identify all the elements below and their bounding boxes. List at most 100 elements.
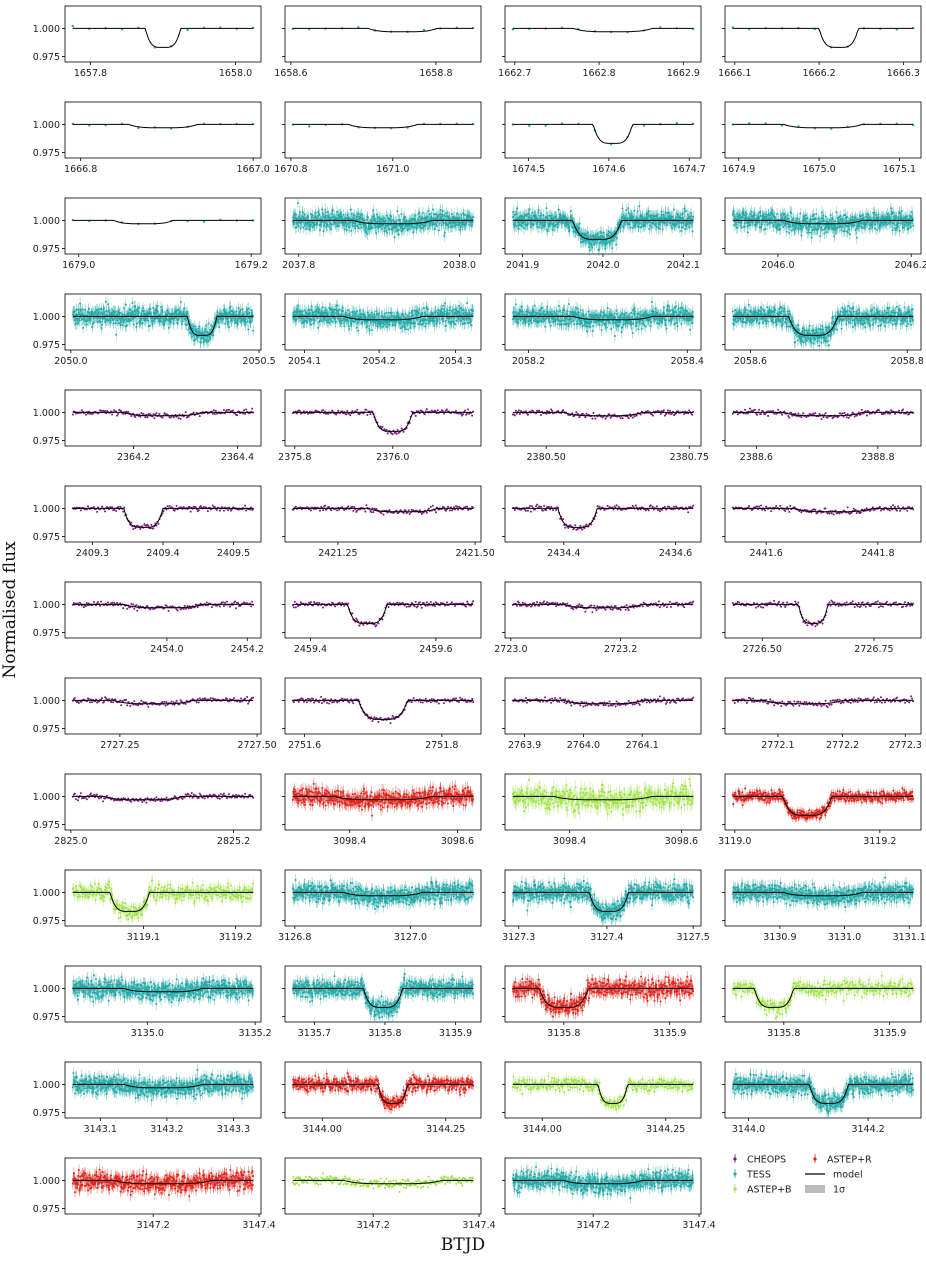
data-point — [244, 318, 247, 321]
data-point — [615, 243, 618, 246]
data-point — [568, 230, 571, 233]
data-point — [789, 223, 792, 226]
data-point — [431, 208, 434, 211]
data-point — [531, 211, 534, 214]
data-point — [512, 210, 515, 213]
data-point — [861, 226, 864, 229]
data-point — [743, 225, 746, 228]
data-point — [750, 210, 753, 213]
data-point — [349, 208, 352, 211]
data-point — [900, 209, 903, 212]
data-point — [207, 322, 210, 325]
data-point — [873, 211, 876, 214]
data-point — [832, 228, 835, 231]
y-tick-label: 1.000 — [33, 120, 60, 131]
data-point — [76, 313, 79, 316]
data-point — [393, 236, 396, 239]
x-tick-label: 2041.9 — [506, 260, 539, 271]
data-point — [758, 220, 761, 223]
data-point — [898, 222, 901, 225]
data-point — [839, 215, 842, 218]
data-point — [692, 215, 695, 218]
panel-3: 1662.7 1662.8 1662.9 — [498, 5, 702, 79]
data-point — [611, 247, 614, 250]
data-point — [691, 230, 694, 233]
data-point — [375, 232, 378, 235]
panel-frame — [504, 101, 702, 159]
data-point — [104, 300, 107, 303]
data-point — [205, 324, 208, 327]
data-point — [810, 236, 813, 239]
data-point — [427, 209, 430, 212]
data-point — [815, 212, 818, 215]
data-point — [177, 308, 180, 311]
data-point — [911, 218, 914, 221]
data-point — [680, 230, 683, 233]
data-point — [414, 214, 417, 217]
data-point — [353, 214, 356, 217]
data-point — [216, 311, 219, 314]
data-point — [647, 213, 650, 216]
model-line — [512, 27, 694, 33]
data-point — [546, 230, 549, 233]
data-point — [532, 223, 535, 226]
data-point — [792, 219, 795, 222]
x-tick-label: 1674.5 — [512, 164, 545, 175]
data-point — [835, 211, 838, 214]
data-point — [681, 212, 684, 215]
data-point — [163, 323, 166, 326]
data-point — [898, 229, 901, 232]
data-point — [321, 213, 324, 216]
data-point — [569, 210, 572, 213]
data-point — [855, 236, 858, 239]
data-point — [302, 226, 305, 229]
x-tick-label: 1662.7 — [498, 68, 531, 79]
data-point — [119, 311, 122, 314]
x-tick-label: 1658.6 — [274, 68, 307, 79]
data-point — [871, 224, 874, 227]
data-point — [386, 231, 389, 234]
data-point — [804, 214, 807, 217]
x-tick-label: 2042.0 — [586, 260, 619, 271]
data-point — [132, 323, 135, 326]
data-point — [642, 124, 646, 127]
x-tick-label: 1674.9 — [722, 164, 755, 175]
data-point — [790, 211, 793, 214]
data-point — [647, 210, 650, 213]
data-points-TESS — [71, 218, 255, 226]
data-point — [874, 227, 877, 230]
data-point — [324, 208, 327, 211]
model-line — [732, 123, 914, 129]
data-point — [633, 209, 636, 212]
data-point — [183, 307, 186, 310]
data-point — [400, 212, 403, 215]
data-point — [538, 226, 541, 229]
data-point — [846, 216, 849, 219]
data-point — [568, 228, 571, 231]
panel-frame — [284, 5, 482, 63]
data-point — [472, 216, 475, 219]
data-point — [148, 324, 151, 327]
data-point — [843, 230, 846, 233]
data-point — [619, 226, 622, 229]
data-point — [621, 207, 624, 210]
data-point — [672, 208, 675, 211]
data-point — [239, 309, 242, 312]
panel-8: 1674.9 1675.0 1675.1 — [722, 101, 922, 175]
data-point — [107, 319, 110, 322]
data-points-TESS — [291, 26, 475, 34]
data-point — [829, 214, 832, 217]
data-point — [235, 313, 238, 316]
data-point — [516, 207, 519, 210]
data-point — [308, 125, 311, 128]
data-point — [330, 223, 333, 226]
data-point — [825, 231, 828, 234]
model-line — [72, 27, 254, 48]
data-point — [84, 308, 87, 311]
data-point — [227, 321, 230, 324]
data-point — [371, 226, 374, 229]
data-point — [443, 231, 446, 234]
panel-10: 2037.8 2038.0 — [282, 197, 482, 271]
